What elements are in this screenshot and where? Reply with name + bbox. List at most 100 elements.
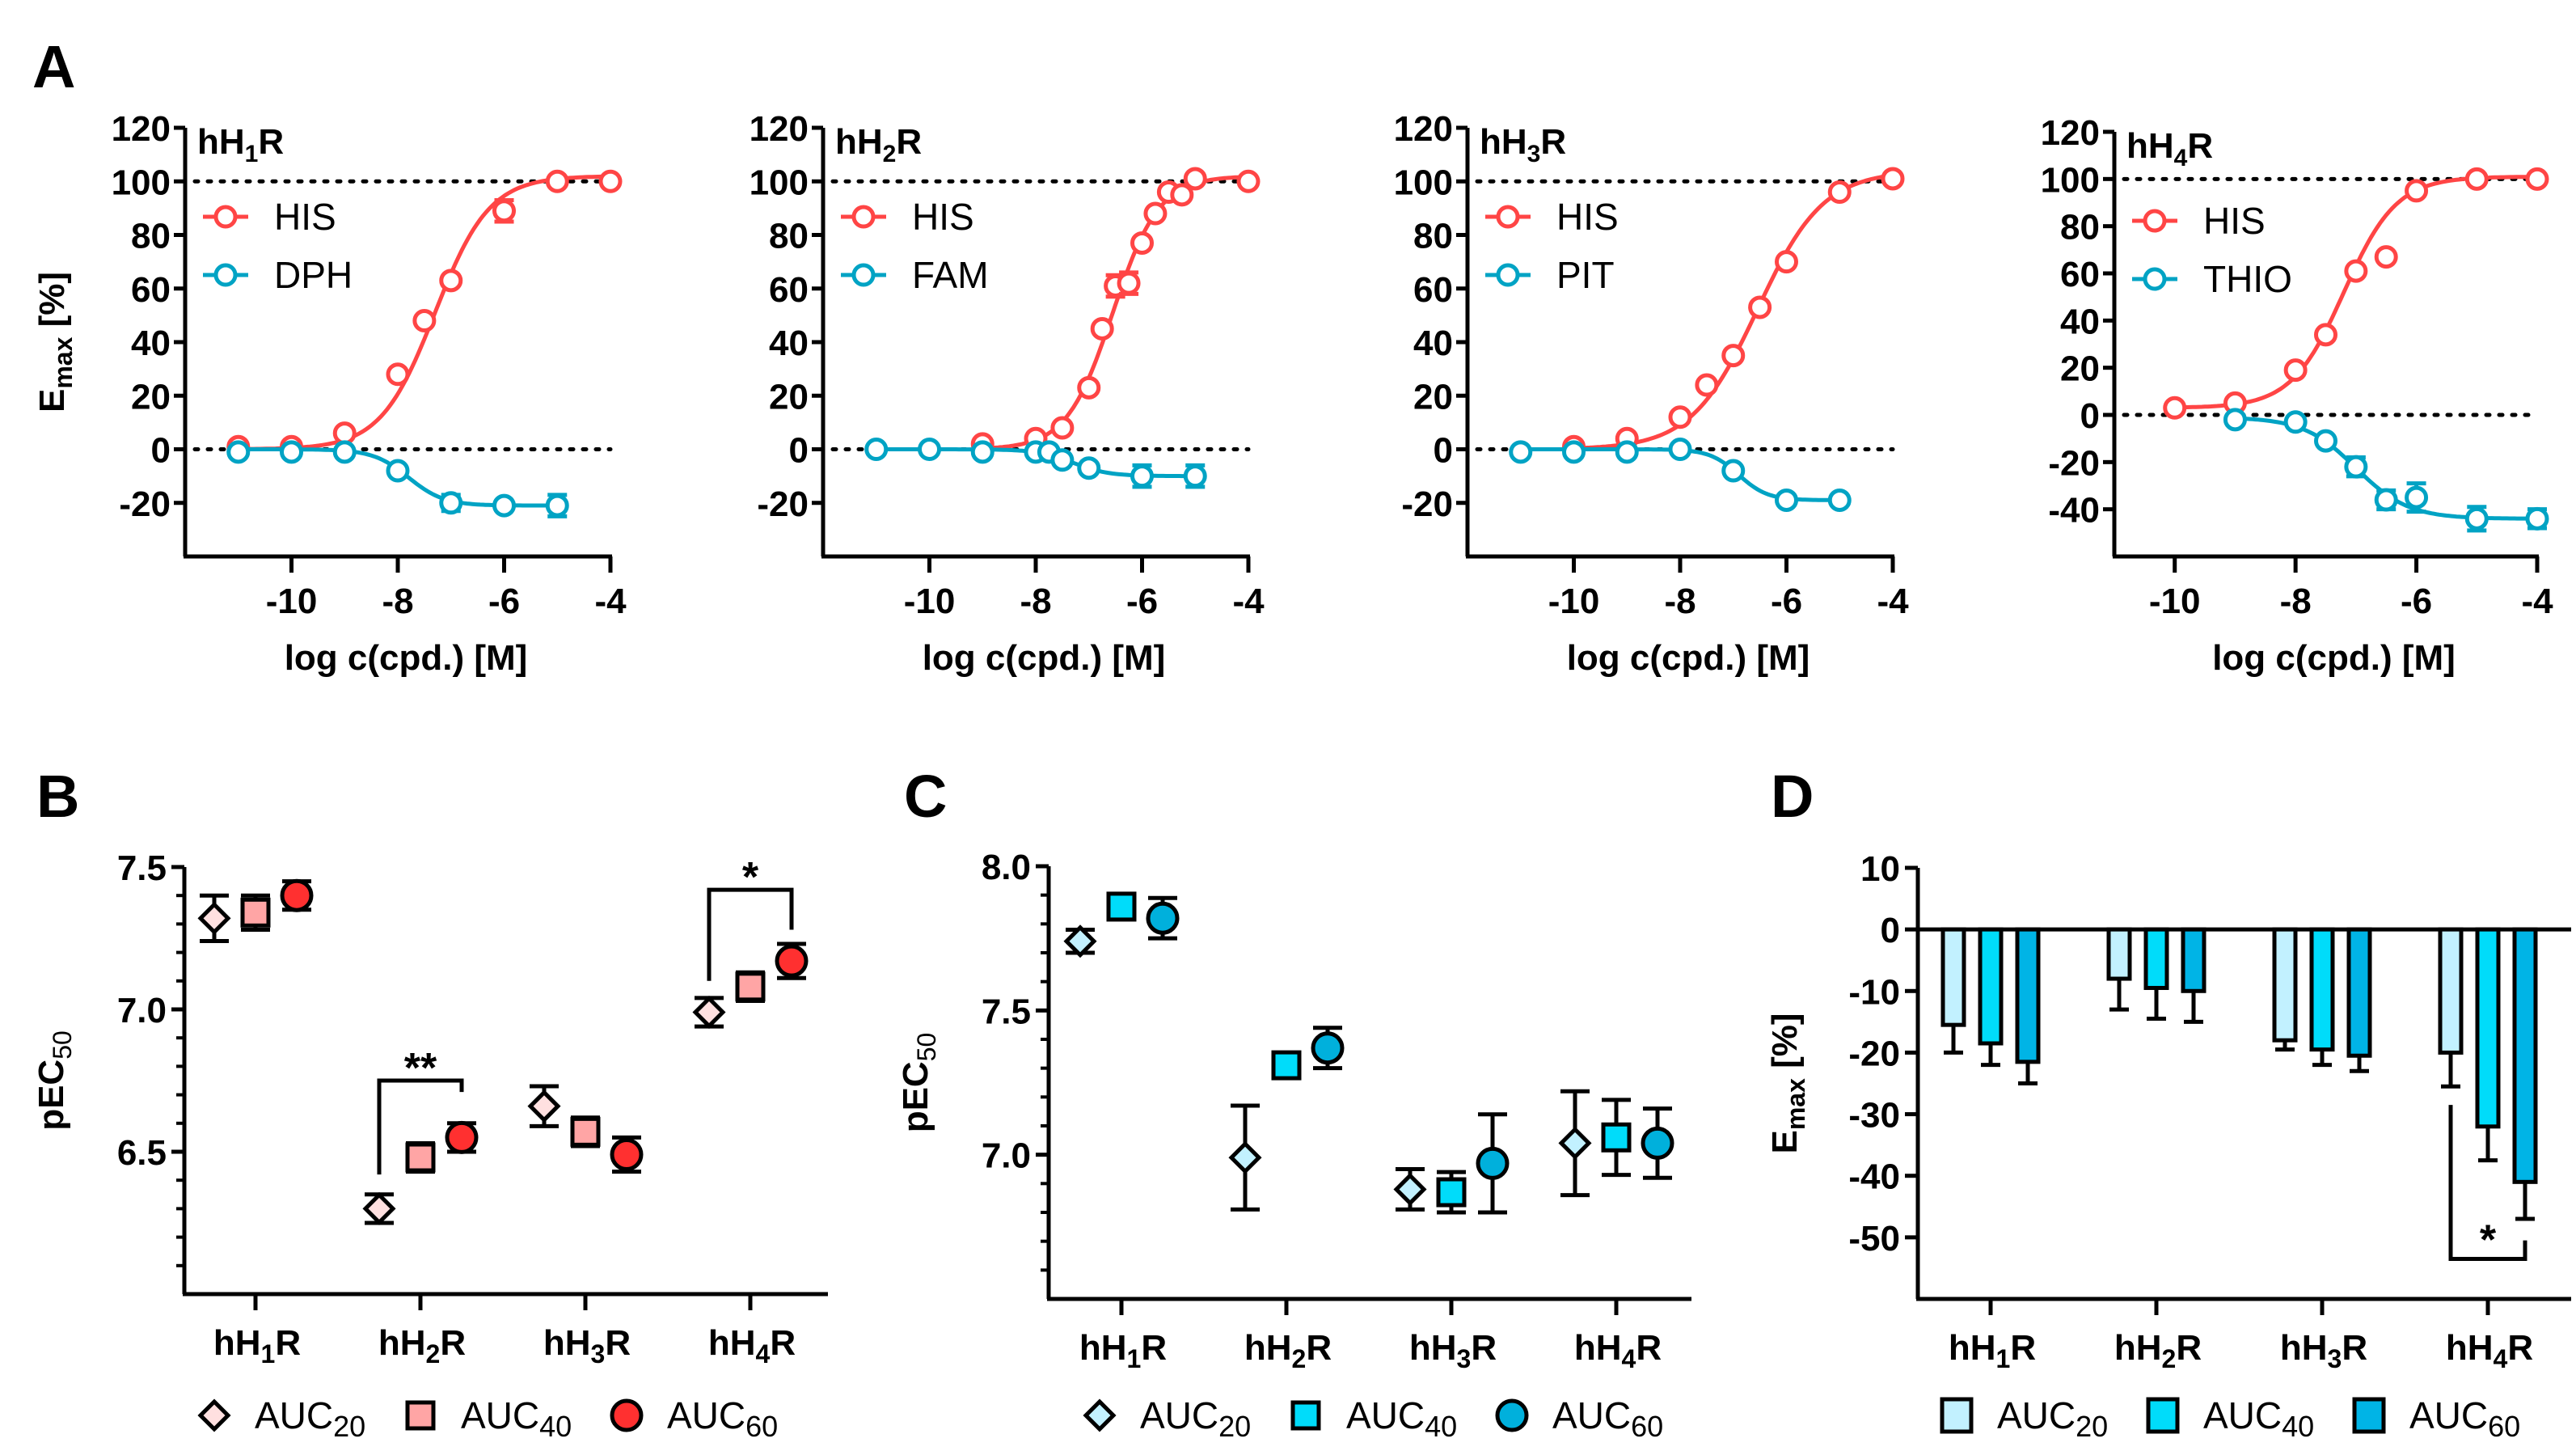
legend-label: DPH bbox=[274, 254, 353, 296]
series-pit bbox=[1509, 438, 1852, 512]
data-point bbox=[1615, 440, 1639, 464]
data-point bbox=[970, 440, 995, 464]
data-point bbox=[864, 438, 889, 461]
x-tick-label: -10 bbox=[904, 582, 956, 621]
data-point bbox=[1077, 375, 1101, 400]
x-tick-label: -8 bbox=[1020, 582, 1051, 621]
series-dph bbox=[226, 440, 569, 518]
data-point bbox=[2163, 396, 2187, 420]
y-tick-label: -50 bbox=[1848, 1219, 1900, 1259]
data-point bbox=[2464, 167, 2489, 191]
data-point bbox=[2344, 455, 2368, 479]
data-point bbox=[2283, 410, 2308, 434]
data-point bbox=[1271, 1050, 1302, 1081]
legend-marker bbox=[213, 205, 238, 229]
x-tick-label: hH3R bbox=[1409, 1328, 1497, 1373]
series-auc20 bbox=[1940, 927, 2464, 1089]
data-point bbox=[1748, 295, 1772, 319]
legend-label: AUC60 bbox=[2409, 1394, 2520, 1443]
y-tick-label: 40 bbox=[1413, 324, 1453, 363]
x-tick-label: -6 bbox=[1771, 582, 1802, 621]
legend-label: FAM bbox=[912, 254, 989, 296]
y-tick-label: -20 bbox=[2048, 443, 2100, 483]
panel-letter-b: B bbox=[36, 763, 79, 830]
data-point bbox=[1117, 271, 1141, 295]
data-point bbox=[2405, 179, 2429, 203]
receptor-title: hH1R bbox=[197, 122, 284, 167]
x-tick-label: hH1R bbox=[1079, 1328, 1167, 1373]
data-point bbox=[2374, 488, 2398, 512]
series-fam bbox=[864, 438, 1207, 489]
series-his bbox=[2163, 167, 2549, 420]
legend-marker bbox=[405, 1400, 436, 1431]
x-tick-label: hH1R bbox=[213, 1323, 301, 1369]
data-point bbox=[1143, 201, 1168, 226]
y-tick-label: 100 bbox=[112, 163, 171, 202]
series-thio bbox=[2223, 408, 2549, 533]
x-tick-label: hH2R bbox=[378, 1323, 466, 1369]
y-tick-label: 60 bbox=[2060, 255, 2100, 294]
legend-swatch bbox=[2352, 1397, 2386, 1434]
significance-label: ** bbox=[404, 1045, 437, 1092]
data-point bbox=[1170, 183, 1194, 207]
legend-entry: AUC20 bbox=[1940, 1394, 2108, 1443]
data-point bbox=[332, 421, 357, 446]
series-his bbox=[970, 167, 1261, 456]
data-point bbox=[1721, 459, 1746, 483]
bar bbox=[2106, 927, 2132, 981]
data-point bbox=[1827, 180, 1852, 204]
data-point bbox=[1050, 448, 1075, 472]
legend-label: PIT bbox=[1556, 254, 1615, 296]
y-tick-label: -40 bbox=[1848, 1157, 1900, 1197]
y-tick-label: -20 bbox=[119, 484, 171, 524]
series-auc20 bbox=[1063, 924, 1592, 1212]
legend-marker bbox=[1496, 205, 1520, 229]
y-tick-label: 7.0 bbox=[982, 1136, 1031, 1176]
x-tick-label: hH3R bbox=[543, 1323, 631, 1369]
y-tick-label: 60 bbox=[1413, 270, 1453, 310]
data-point bbox=[1228, 1140, 1262, 1174]
bracket-line bbox=[2448, 1105, 2527, 1262]
x-tick-label: -6 bbox=[488, 582, 520, 621]
x-axis-title: log c(cpd.) [M] bbox=[285, 638, 528, 678]
bar bbox=[2438, 927, 2464, 1055]
data-point bbox=[545, 493, 569, 518]
data-point bbox=[197, 901, 231, 935]
panel-a-hh1r: 120 100 80 60 40 20 0 -20 -10 -8 -6 -4 log c(cpd.) [… bbox=[32, 109, 627, 678]
significance-bracket: ** bbox=[377, 1045, 464, 1175]
y-tick-label: -20 bbox=[757, 484, 809, 524]
fit-curve bbox=[982, 175, 1249, 451]
panel-d-emax-bars: 10 0 -10 -20 -30 -40 -50 hH1R hH2R hH3R hH4R Emax [… bbox=[1765, 849, 2571, 1443]
bar bbox=[2346, 927, 2372, 1058]
data-point bbox=[1146, 901, 1180, 935]
data-point bbox=[1090, 316, 1114, 341]
bracket-line bbox=[377, 1078, 464, 1175]
x-tick-label: hH4R bbox=[1574, 1328, 1662, 1373]
receptor-title: hH4R bbox=[2126, 126, 2213, 171]
y-tick-label: -20 bbox=[1848, 1034, 1900, 1073]
legend-label: HIS bbox=[912, 196, 974, 238]
data-point bbox=[226, 440, 251, 464]
data-point bbox=[439, 269, 463, 293]
data-point bbox=[1130, 231, 1154, 255]
data-point bbox=[1436, 1177, 1467, 1208]
data-point bbox=[1668, 438, 1692, 461]
data-point bbox=[1775, 488, 1798, 512]
x-tick-label: hH2R bbox=[1244, 1328, 1332, 1373]
y-tick-label: 120 bbox=[2041, 113, 2100, 153]
y-tick-label: 80 bbox=[2060, 208, 2100, 247]
x-tick-label: -8 bbox=[2280, 582, 2312, 621]
bar bbox=[2512, 927, 2538, 1184]
legend-entry: DPH bbox=[203, 254, 353, 296]
bar bbox=[2181, 927, 2206, 993]
data-point bbox=[1130, 464, 1154, 489]
y-tick-label: 100 bbox=[1394, 163, 1453, 202]
series-auc40 bbox=[240, 893, 766, 1174]
series-auc60 bbox=[280, 878, 809, 1174]
data-point bbox=[386, 459, 410, 483]
data-point bbox=[439, 491, 463, 515]
x-tick-label: -10 bbox=[266, 582, 318, 621]
data-point bbox=[610, 1138, 644, 1172]
x-tick-label: -8 bbox=[1664, 582, 1696, 621]
legend-label: AUC40 bbox=[2203, 1394, 2314, 1443]
